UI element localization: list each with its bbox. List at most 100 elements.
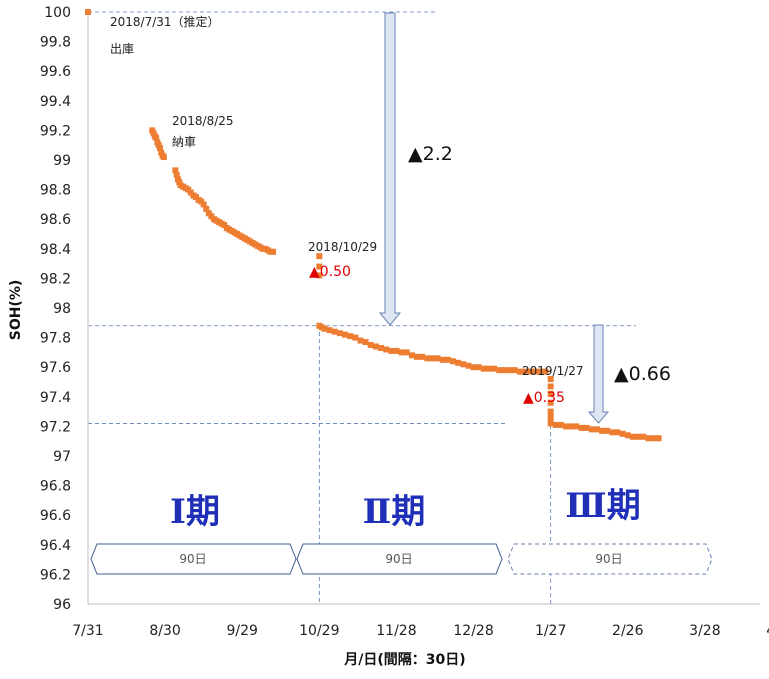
- data-point: [403, 349, 410, 356]
- data-point: [470, 364, 477, 371]
- data-point: [521, 368, 528, 375]
- data-point: [331, 328, 338, 335]
- y-tick-label: 96.4: [40, 538, 71, 554]
- annotations: 2018/7/31（推定） 出庫 2018/8/25 納車 2018/10/29…: [110, 14, 671, 406]
- data-point: [156, 145, 163, 152]
- y-tick-labels: 96 96.2 96.4 96.6 96.8 97 97.2 97.4 97.6 97.8 98 98…: [40, 5, 71, 613]
- y-tick-label: 98.8: [40, 183, 71, 199]
- data-point: [624, 432, 631, 439]
- data-point: [316, 263, 323, 270]
- span-2-label: 90日: [385, 552, 412, 566]
- x-tick-label: 2/26: [612, 623, 644, 639]
- data-point: [326, 327, 333, 334]
- x-tick-label: 12/28: [453, 623, 493, 639]
- data-point: [153, 134, 160, 141]
- delivery-date-label: 2018/8/25: [172, 114, 234, 128]
- x-tick-label: 8/30: [149, 623, 180, 639]
- data-point: [650, 435, 657, 442]
- data-point: [588, 426, 595, 433]
- y-tick-label: 96.2: [40, 567, 71, 583]
- span-3-shape: [507, 543, 713, 575]
- data-point: [352, 334, 359, 341]
- total-drop-label: ▲2.2: [408, 143, 453, 165]
- data-point: [475, 364, 482, 371]
- data-point: [547, 399, 554, 406]
- data-point: [583, 424, 590, 431]
- data-point: [429, 355, 436, 362]
- period-labels: Ⅰ期 Ⅱ期 Ⅲ期: [170, 486, 641, 532]
- data-point: [383, 346, 390, 353]
- data-point: [573, 423, 580, 430]
- x-tick-label: 11/28: [376, 623, 416, 639]
- period-1-label: Ⅰ期: [170, 492, 220, 532]
- data-point: [655, 435, 662, 442]
- data-point: [455, 359, 462, 366]
- data-point: [408, 352, 415, 359]
- y-tick-label: 98: [53, 301, 71, 317]
- data-point: [614, 429, 621, 436]
- data-point: [342, 331, 349, 338]
- data-point: [511, 367, 518, 374]
- data-point: [439, 356, 446, 363]
- y-tick-label: 97.8: [40, 331, 71, 347]
- period-3-label: Ⅲ期: [565, 486, 640, 526]
- x-tick-label: 7/31: [72, 623, 103, 639]
- total-drop-arrow: [378, 12, 402, 326]
- data-point: [547, 376, 554, 383]
- data-point: [645, 435, 652, 442]
- jan-drop-label: ▲0.35: [523, 390, 565, 406]
- data-point: [542, 368, 549, 375]
- y-tick-label: 97.2: [40, 419, 71, 435]
- y-tick-label: 99.8: [40, 35, 71, 51]
- y-tick-label: 99.2: [40, 123, 71, 139]
- data-point: [599, 427, 606, 434]
- data-point: [491, 365, 498, 372]
- data-point: [347, 333, 354, 340]
- data-point: [388, 347, 395, 354]
- second-drop-label: ▲0.66: [614, 363, 671, 385]
- data-point: [203, 205, 210, 212]
- data-point: [393, 347, 400, 354]
- span-1-label: 90日: [179, 552, 206, 566]
- data-point: [414, 353, 421, 360]
- y-tick-label: 97.4: [40, 390, 71, 406]
- release-label: 出庫: [110, 42, 134, 56]
- y-tick-label: 100: [44, 5, 71, 21]
- data-point: [378, 344, 385, 351]
- y-tick-label: 98.6: [40, 212, 71, 228]
- oct-drop-label: ▲0.50: [309, 264, 351, 280]
- data-point: [552, 421, 559, 428]
- data-point: [362, 339, 369, 346]
- x-axis-title: 月/日(間隔：30日): [343, 652, 465, 668]
- data-point: [160, 154, 167, 161]
- data-point: [449, 358, 456, 365]
- data-point: [485, 365, 492, 372]
- data-point: [173, 171, 180, 178]
- data-point: [316, 253, 323, 260]
- data-point: [85, 9, 91, 15]
- data-point: [568, 423, 575, 430]
- data-point: [557, 421, 564, 428]
- data-point: [547, 408, 554, 415]
- data-point: [593, 426, 600, 433]
- oct-date-label: 2018/10/29: [308, 240, 377, 254]
- y-tick-label: 96.8: [40, 479, 71, 495]
- x-tick-label: 4/27: [766, 623, 769, 639]
- y-tick-label: 97.6: [40, 360, 71, 376]
- data-point: [270, 248, 277, 255]
- period-spans: 90日 90日 90日: [90, 543, 713, 575]
- y-tick-label: 97: [53, 449, 71, 465]
- data-point: [367, 342, 374, 348]
- x-tick-label: 9/29: [226, 623, 257, 639]
- data-point: [465, 362, 472, 369]
- data-point: [629, 433, 636, 440]
- data-point: [516, 368, 523, 375]
- data-point: [578, 424, 585, 431]
- data-point: [501, 367, 508, 374]
- data-point: [532, 368, 539, 375]
- second-drop-arrow: [587, 324, 610, 424]
- data-point: [609, 429, 616, 436]
- drop-arrows: [378, 12, 610, 424]
- period-2-label: Ⅱ期: [363, 492, 426, 532]
